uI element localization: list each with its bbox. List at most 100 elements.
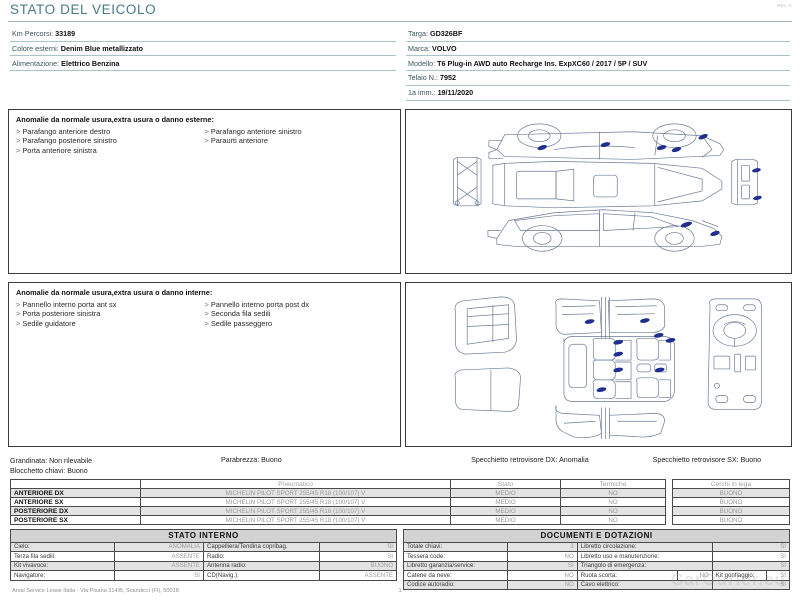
table-row: Tessera code: NO Libretto uso e manutenz… — [402, 551, 791, 562]
col-stato: Stato — [450, 479, 561, 490]
header-right-column: Targa: GD326BF Marca: VOLVO Modello: T6 … — [400, 27, 794, 101]
revision-marker: Rev. A — [777, 3, 792, 8]
bottom-tables: STATO INTERNO Cielo: ANOMALIA Cappellier… — [6, 529, 794, 591]
documenti-dotazioni-table: DOCUMENTI E DOTAZIONI Totale chiavi: 3 L… — [402, 529, 791, 591]
stato-interno-title: STATO INTERNO — [10, 529, 397, 542]
vehicle-header: Km Percorsi: 33189 Colore esterni: Denim… — [6, 27, 794, 101]
damage-marker — [613, 367, 624, 372]
table-row: ANTERIORE DX MICHELIN PILOT SPORT 255/45… — [10, 488, 666, 499]
table-row: Libretto garanzia/service: SI Triangolo … — [402, 560, 791, 572]
list-item: > Porta anteriore sinistra — [16, 146, 97, 156]
table-row: BUONO — [672, 515, 790, 526]
status-blocchetto-chiavi: Blocchetto chiavi: Buono — [10, 466, 88, 475]
list-item: > Sedile passeggero — [204, 319, 273, 329]
table-row: Totale chiavi: 3 Libretto circolazione: … — [402, 541, 791, 553]
interior-anomalies-left: > Pannello interno porta ant sx > Porta po… — [16, 300, 205, 329]
damage-marker — [654, 367, 665, 372]
status-grandinata: Grandinata: Non rilevabile — [10, 456, 93, 465]
general-status-strip: Grandinata: Non rilevabile Blocchetto ch… — [6, 454, 794, 477]
list-item: > Sedile guidatore — [16, 319, 76, 329]
damage-marker — [584, 318, 595, 324]
damage-marker-group — [584, 317, 676, 392]
damage-marker — [613, 351, 624, 357]
status-specchietto-sx: Specchietto retrovisore SX: Buono — [652, 455, 762, 464]
field-telaio: Telaio N.: 7952 — [406, 71, 790, 86]
car-exterior-diagram — [453, 123, 762, 252]
damage-marker — [613, 339, 624, 345]
list-item: > Seconda fila sedili — [204, 309, 271, 319]
stato-interno-table: STATO INTERNO Cielo: ANOMALIA Cappellier… — [9, 529, 398, 581]
table-row: Terza fila sedili: ASSENTE Radio: SI — [9, 551, 398, 562]
status-parabrezza: Parabrezza: Buono — [220, 455, 282, 464]
col-cerchi-in-lega: Cerchi in lega — [672, 479, 790, 490]
field-marca: Marca: VOLVO — [406, 42, 790, 57]
field-colore: Colore esterni: Denim Blue metallizzato — [10, 42, 396, 57]
tyres-section: Pneumatico Stato Termiche ANTERIORE DX M… — [6, 479, 794, 526]
damage-marker — [600, 141, 611, 147]
damage-marker-group — [537, 133, 762, 236]
tyres-table: Pneumatico Stato Termiche ANTERIORE DX M… — [10, 479, 666, 526]
exterior-anomalies-left: > Parafango anteriore destro > Parafango p… — [16, 127, 205, 156]
list-item: > Pannello interno porta ant sx — [16, 299, 117, 309]
documenti-dotazioni-title: DOCUMENTI E DOTAZIONI — [403, 529, 790, 542]
damage-marker — [537, 144, 547, 150]
damage-marker — [671, 146, 682, 152]
col-termiche: Termiche — [560, 479, 666, 490]
damage-marker — [752, 167, 761, 173]
exterior-anomalies-panel: Anomalie da normale usura,extra usura o … — [8, 108, 402, 274]
table-row: Catene da neve: NO Ruota scorta: NO Kit … — [402, 570, 791, 581]
table-row: BUONO — [672, 497, 790, 508]
table-row: Codice autoradio: NO Cavo elettrico: SI — [402, 579, 791, 591]
interior-anomalies-right: > Pannello interno porta post dx > Seconda… — [205, 300, 394, 329]
car-interior-diagram — [454, 296, 762, 439]
damage-marker — [753, 195, 762, 200]
exterior-diagram-panel — [405, 108, 792, 274]
status-specchietto-dx: Specchietto retrovisore DX: Anomalia — [471, 455, 589, 464]
footer-address: Arval Service Lease Italia - Via Pisana … — [12, 588, 179, 594]
list-item: > Parafango anteriore destro — [16, 126, 111, 136]
interior-diagram-panel — [405, 281, 792, 447]
header-left-column: Km Percorsi: 33189 Colore esterni: Denim… — [6, 27, 400, 72]
table-row: BUONO — [672, 506, 790, 517]
field-prima-immatricolazione: 1a imm.: 19/11/2020 — [406, 86, 790, 101]
footer-page-number: 1 — [398, 588, 402, 594]
damage-marker — [656, 144, 667, 150]
table-row: Cielo: ANOMALIA Cappelliera/Tendina copr… — [9, 541, 398, 553]
col-pneumatico: Pneumatico — [140, 479, 451, 490]
field-modello: Modello: T6 Plug-in AWD auto Recharge In… — [406, 56, 790, 72]
table-row: Navigatore: SI CD(Navig.): ASSENTE — [9, 570, 398, 581]
damage-marker — [680, 221, 693, 228]
page-title: STATO DEL VEICOLO — [10, 2, 157, 17]
list-item: > Parafango anteriore sinistro — [204, 126, 302, 136]
list-item: > Paraurti anteriore — [204, 136, 268, 146]
rims-table: Cerchi in lega BUONO BUONO BUONO BUONO — [672, 479, 790, 526]
table-row: BUONO — [672, 488, 790, 499]
interior-anomalies-title: Anomalie da normale usura,extra usura o … — [16, 287, 213, 297]
stato-interno-block: STATO INTERNO Cielo: ANOMALIA Cappellier… — [9, 529, 398, 590]
damage-marker — [653, 332, 664, 338]
damage-marker — [698, 133, 708, 140]
table-row: POSTERIORE SX MICHELIN PILOT SPORT 255/4… — [10, 515, 666, 526]
exterior-anomalies-right: > Parafango anteriore sinistro > Paraurti … — [205, 127, 394, 156]
damage-marker — [640, 317, 650, 323]
field-targa: Targa: GD326BF — [406, 27, 790, 42]
interior-section: Anomalie da normale usura,extra usura o … — [6, 281, 794, 447]
status-grandinata-chiavi: Grandinata: Non rilevabile Blocchetto ch… — [10, 456, 221, 477]
damage-marker — [596, 386, 607, 392]
damage-marker — [710, 230, 720, 236]
table-header-row: Cerchi in lega — [672, 479, 790, 490]
list-item: > Porta posteriore sinistra — [16, 309, 101, 319]
documenti-dotazioni-block: DOCUMENTI E DOTAZIONI Totale chiavi: 3 L… — [402, 529, 791, 591]
col-position — [10, 479, 141, 490]
damage-marker — [665, 337, 676, 343]
table-row: POSTERIORE DX MICHELIN PILOT SPORT 255/4… — [10, 506, 666, 517]
table-row: Kit vivavoce: ASSENTE Antenna radio: BUO… — [9, 560, 398, 572]
field-alimentazione: Alimentazione: Elettrico Benzina — [10, 56, 396, 72]
field-km: Km Percorsi: 33189 — [10, 27, 396, 42]
page-footer: Arval Service Lease Italia - Via Pisana … — [0, 588, 800, 594]
interior-anomalies-panel: Anomalie da normale usura,extra usura o … — [8, 281, 402, 447]
exterior-section: Anomalie da normale usura,extra usura o … — [6, 108, 794, 274]
list-item: > Parafango posteriore sinistro — [16, 136, 117, 146]
exterior-anomalies-title: Anomalie da normale usura,extra usura o … — [16, 114, 214, 124]
